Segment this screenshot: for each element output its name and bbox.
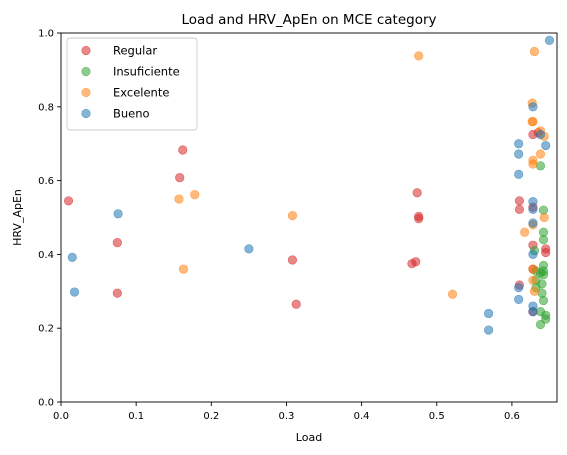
y-tick-label: 1.0 <box>38 29 54 40</box>
point-regular-1 <box>112 237 122 248</box>
point-insuficiente-4 <box>535 161 546 171</box>
y-tick-label: 0.8 <box>38 102 54 113</box>
point-excelente-18 <box>535 149 546 159</box>
legend-label-insuficiente: Insuficiente <box>113 65 180 79</box>
point-excelente-13 <box>528 264 538 274</box>
points-layer <box>63 35 555 335</box>
point-bueno-4 <box>484 308 494 319</box>
point-regular-8 <box>411 257 421 267</box>
point-bueno-1 <box>69 287 80 297</box>
point-regular-3 <box>175 173 185 183</box>
point-bueno-19 <box>541 140 551 151</box>
x-tick-label: 0.5 <box>429 411 445 422</box>
point-bueno-3 <box>244 244 254 254</box>
point-bueno-17 <box>528 307 538 317</box>
point-excelente-11 <box>528 159 538 169</box>
y-tick-label: 0.2 <box>38 324 54 335</box>
point-insuficiente-12 <box>538 235 549 245</box>
point-excelente-16 <box>529 286 540 296</box>
point-excelente-9 <box>528 116 538 127</box>
legend-label-bueno: Bueno <box>113 107 150 121</box>
legend-marker-regular <box>81 45 91 56</box>
x-tick-label: 0.2 <box>203 411 219 422</box>
y-tick-label: 0.6 <box>38 176 54 187</box>
point-excelente-1 <box>178 264 189 274</box>
point-bueno-9 <box>514 283 524 293</box>
point-regular-9 <box>412 188 422 198</box>
point-regular-4 <box>178 145 188 155</box>
point-bueno-18 <box>535 129 546 140</box>
x-tick-label: 0.6 <box>504 411 520 422</box>
x-tick-label: 0.1 <box>128 411 144 422</box>
point-regular-2 <box>112 288 122 298</box>
legend-marker-bueno <box>81 108 91 119</box>
point-bueno-11 <box>528 102 538 112</box>
plot-frame <box>60 32 558 403</box>
point-bueno-12 <box>528 197 538 207</box>
point-bueno-8 <box>514 169 524 179</box>
x-tick-label: 0.0 <box>53 411 69 422</box>
point-excelente-4 <box>414 51 424 61</box>
point-bueno-13 <box>528 204 538 214</box>
point-bueno-14 <box>528 218 538 228</box>
point-excelente-2 <box>190 190 200 200</box>
x-tick-label: 0.3 <box>279 411 295 422</box>
point-excelente-6 <box>520 227 530 237</box>
point-bueno-10 <box>514 294 524 305</box>
point-excelente-3 <box>287 211 298 221</box>
point-insuficiente-18 <box>541 314 551 324</box>
y-axis-label: HRV_ApEn <box>11 189 24 246</box>
legend-label-excelente: Excelente <box>113 86 169 100</box>
point-regular-6 <box>291 299 301 309</box>
point-insuficiente-9 <box>537 288 547 298</box>
y-tick-label: 0.4 <box>38 250 54 261</box>
point-regular-22 <box>541 247 551 258</box>
point-bueno-5 <box>484 325 494 335</box>
point-regular-5 <box>287 255 298 265</box>
point-insuficiente-16 <box>538 295 549 306</box>
point-bueno-0 <box>67 252 77 262</box>
point-bueno-15 <box>528 249 538 259</box>
y-tick-label: 0.0 <box>38 398 54 409</box>
point-bueno-7 <box>514 149 524 159</box>
point-bueno-2 <box>113 209 123 219</box>
x-tick-label: 0.4 <box>354 411 370 422</box>
legend-marker-insuficiente <box>81 66 91 77</box>
point-bueno-20 <box>544 35 555 45</box>
point-excelente-15 <box>529 46 540 57</box>
point-regular-11 <box>414 214 424 224</box>
legend-marker-excelente <box>81 87 91 98</box>
legend-label-regular: Regular <box>113 44 157 58</box>
x-axis: 0.0 0.1 0.2 0.3 0.4 0.5 0.6 <box>53 402 520 422</box>
point-excelente-20 <box>539 212 549 223</box>
point-regular-12 <box>514 196 525 206</box>
x-axis-label: Load <box>296 431 322 444</box>
point-insuficiente-15 <box>538 270 549 280</box>
point-insuficiente-8 <box>537 279 547 289</box>
chart-title: Load and HRV_ApEn on MCE category <box>182 12 437 28</box>
point-excelente-5 <box>447 289 458 299</box>
point-excelente-14 <box>528 275 538 285</box>
point-regular-0 <box>63 196 74 206</box>
point-regular-13 <box>514 204 525 214</box>
point-excelente-0 <box>174 194 184 204</box>
point-bueno-6 <box>514 139 524 149</box>
legend: Regular Insuficiente Excelente Bueno <box>66 37 198 131</box>
legend-box <box>66 37 198 131</box>
y-axis: 0.0 0.2 0.4 0.6 0.8 1.0 <box>38 29 61 409</box>
